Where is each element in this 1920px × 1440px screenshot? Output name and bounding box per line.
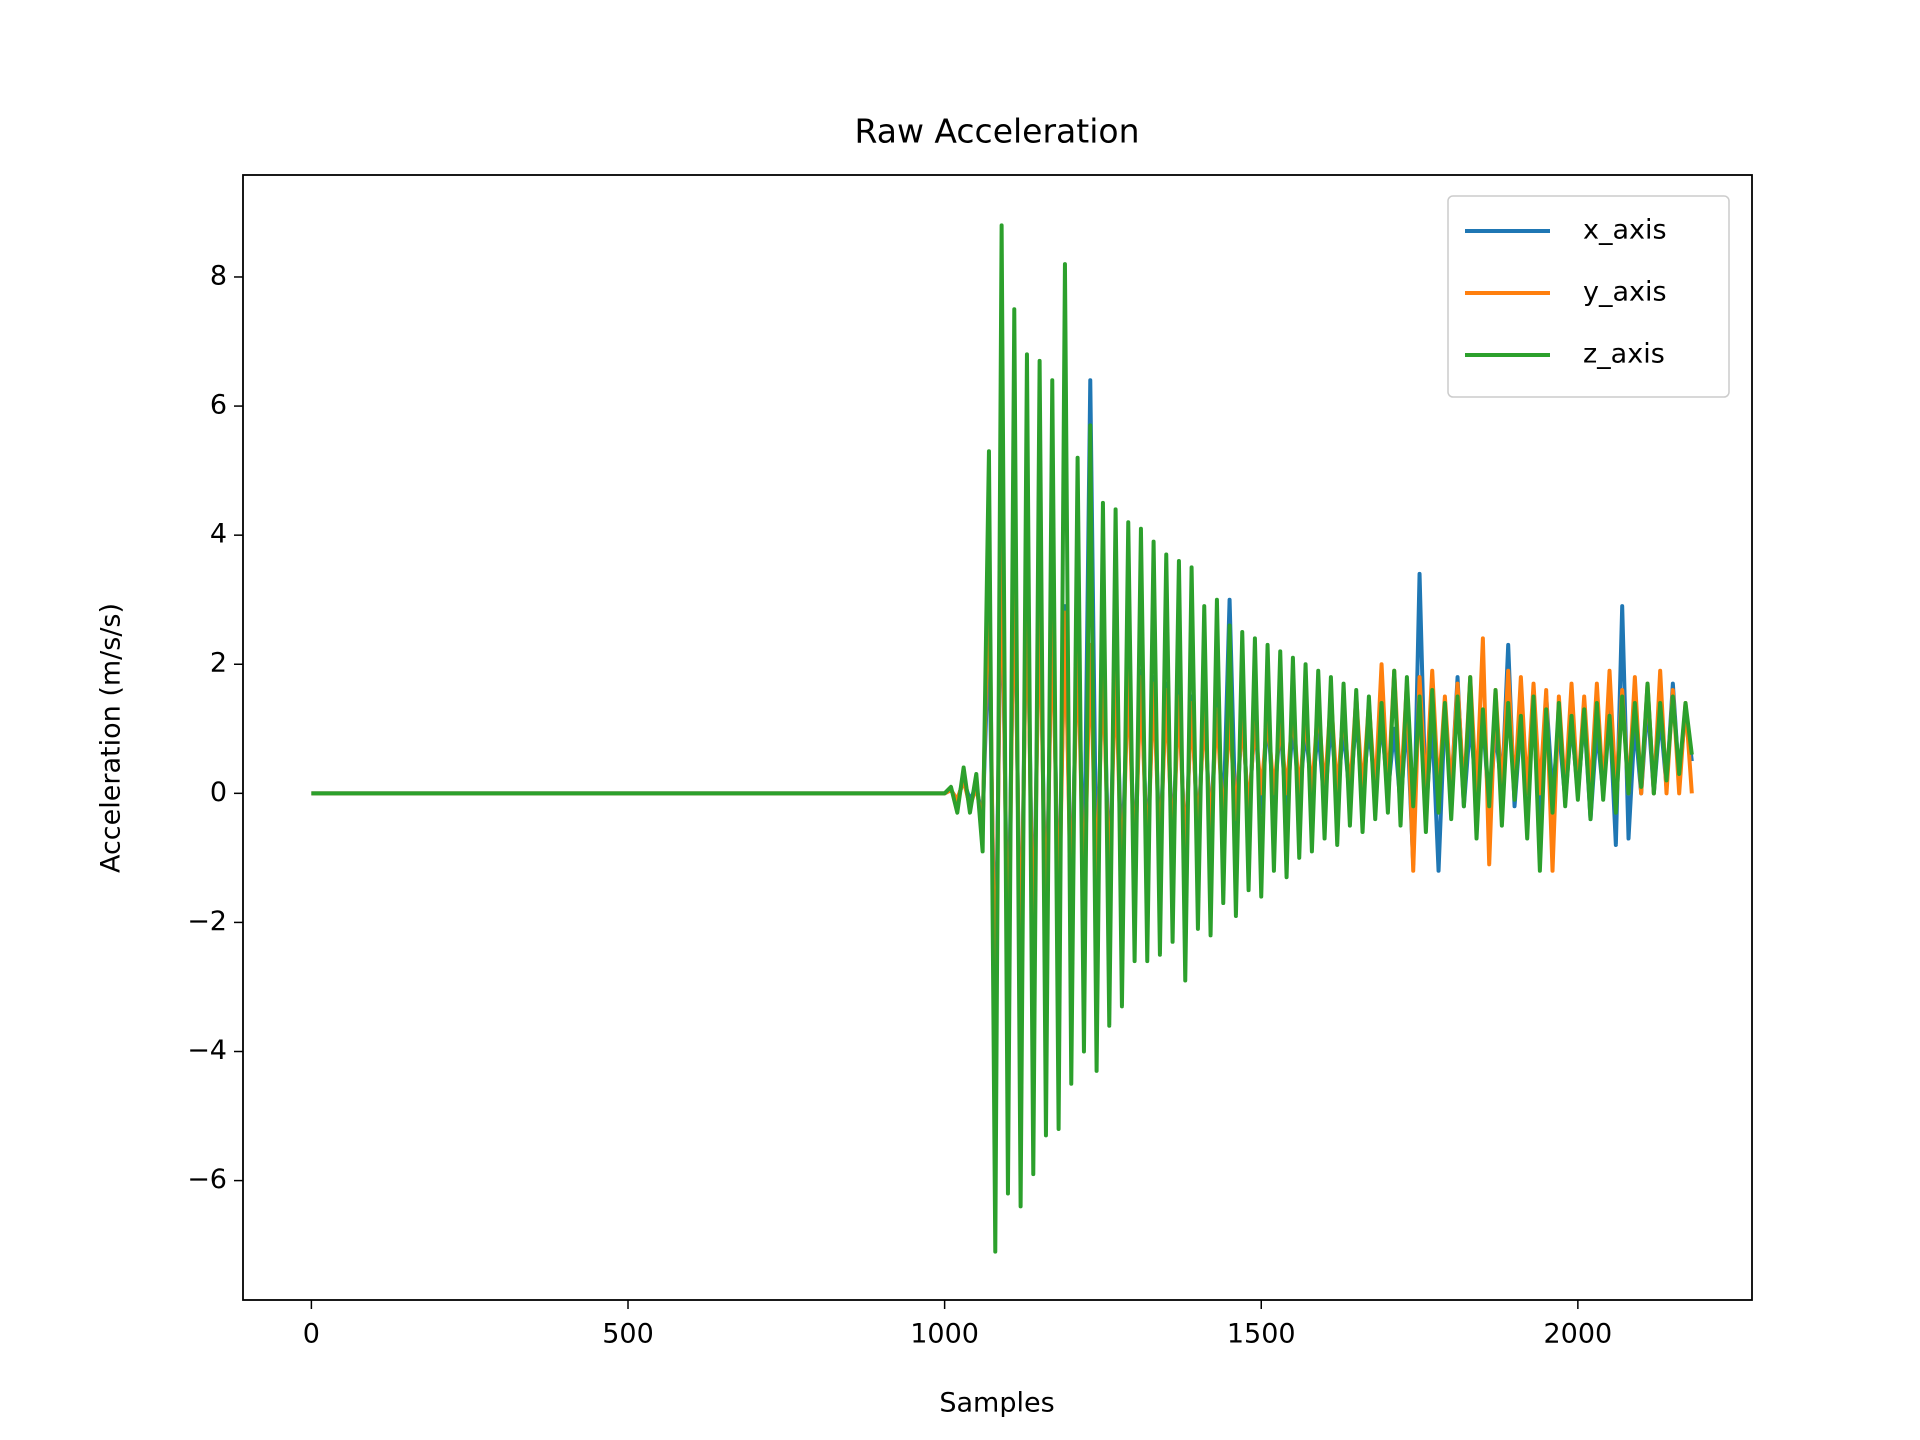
x-tick-label: 500: [602, 1319, 654, 1350]
legend-label: y_axis: [1583, 277, 1667, 308]
legend-label: x_axis: [1583, 215, 1667, 246]
x-tick-label: 1000: [910, 1319, 979, 1350]
x-tick-label: 2000: [1544, 1319, 1613, 1350]
y-tick-label: −6: [187, 1164, 227, 1195]
x-tick-label: 1500: [1227, 1319, 1296, 1350]
y-tick-label: −2: [187, 906, 227, 937]
y-tick-label: 4: [210, 519, 227, 550]
plot-frame: [242, 174, 1753, 1301]
y-tick-label: 0: [210, 777, 227, 808]
y-axis-label: Acceleration (m/s/s): [96, 603, 127, 873]
line-series: [311, 223, 1694, 1254]
legend-box: [1447, 195, 1730, 398]
line-series: [311, 494, 1694, 1054]
y-tick-label: −4: [187, 1035, 227, 1066]
x-axis-label: Samples: [939, 1388, 1054, 1419]
legend-label: z_axis: [1583, 339, 1665, 370]
chart-title: Raw Acceleration: [855, 112, 1140, 151]
x-tick-label: 0: [303, 1319, 320, 1350]
y-tick-label: 2: [210, 648, 227, 679]
y-tick-label: 6: [210, 390, 227, 421]
y-tick-label: 8: [210, 260, 227, 291]
